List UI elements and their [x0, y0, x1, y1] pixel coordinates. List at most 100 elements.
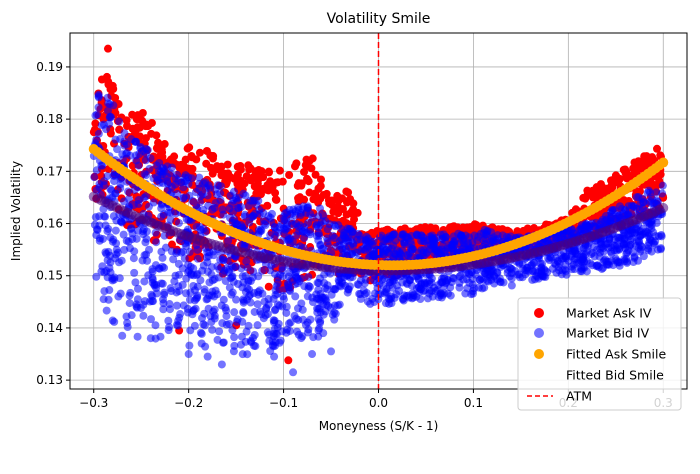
- bid-iv-point: [434, 248, 443, 257]
- bid-iv-point: [204, 201, 213, 210]
- bid-iv-point: [590, 252, 599, 261]
- bid-iv-point: [415, 287, 424, 296]
- bid-iv-point: [173, 189, 182, 198]
- bid-iv-point: [221, 277, 230, 286]
- bid-iv-point: [100, 287, 109, 296]
- bid-iv-point: [561, 252, 570, 261]
- bid-iv-point: [485, 267, 494, 276]
- bid-iv-point: [110, 317, 119, 326]
- bid-iv-point: [370, 297, 379, 306]
- bid-iv-point: [94, 129, 103, 138]
- ask-iv-point: [311, 170, 320, 179]
- bid-iv-point: [111, 226, 120, 235]
- bid-iv-point: [182, 176, 191, 185]
- ask-iv-point: [629, 164, 638, 173]
- bid-iv-point: [263, 328, 272, 337]
- bid-iv-point: [199, 320, 208, 329]
- bid-iv-point: [332, 242, 341, 251]
- bid-iv-point: [611, 215, 620, 224]
- bid-iv-point: [237, 264, 246, 273]
- bid-iv-point: [258, 266, 267, 275]
- bid-iv-point: [238, 350, 247, 359]
- bid-iv-point: [279, 295, 288, 304]
- bid-iv-point: [94, 93, 103, 102]
- bid-iv-point: [446, 291, 455, 300]
- ask-iv-point: [634, 164, 643, 173]
- bid-iv-point: [221, 303, 230, 312]
- ask-iv-point: [334, 209, 343, 218]
- bid-iv-point: [533, 272, 542, 281]
- bid-iv-point: [131, 137, 140, 146]
- bid-iv-point: [493, 234, 502, 243]
- bid-iv-point: [205, 278, 214, 287]
- bid-iv-point: [270, 316, 279, 325]
- bid-iv-point: [101, 248, 110, 257]
- bid-iv-point: [92, 135, 101, 144]
- bid-iv-point: [438, 278, 447, 287]
- bid-iv-point: [230, 308, 239, 317]
- bid-iv-point: [347, 233, 356, 242]
- bid-iv-point: [237, 340, 246, 349]
- bid-iv-point: [99, 295, 108, 304]
- bid-iv-point: [589, 242, 598, 251]
- bid-iv-point: [270, 352, 279, 361]
- bid-iv-point: [362, 289, 371, 298]
- bid-iv-point: [330, 301, 339, 310]
- bid-iv-point: [95, 234, 104, 243]
- bid-iv-point: [402, 233, 411, 242]
- bid-iv-point: [308, 350, 317, 359]
- bid-iv-point: [253, 321, 262, 330]
- ask-iv-point: [170, 152, 179, 161]
- bid-iv-point: [243, 263, 252, 272]
- ask-iv-point: [167, 240, 176, 249]
- bid-iv-point: [179, 194, 188, 203]
- bid-iv-point: [391, 236, 400, 245]
- bid-iv-point: [328, 231, 337, 240]
- bid-iv-point: [207, 263, 216, 272]
- ask-iv-point: [275, 166, 284, 175]
- bid-iv-point: [115, 117, 124, 126]
- bid-iv-point: [242, 295, 251, 304]
- bid-iv-point: [244, 276, 253, 285]
- bid-iv-point: [192, 294, 201, 303]
- bid-iv-point: [99, 120, 108, 129]
- bid-iv-point: [316, 221, 325, 230]
- bid-iv-point: [125, 299, 134, 308]
- bid-iv-point: [248, 196, 257, 205]
- bid-iv-point: [354, 280, 363, 289]
- bid-iv-point: [266, 231, 275, 240]
- bid-iv-point: [219, 210, 228, 219]
- bid-iv-point: [459, 238, 468, 247]
- bid-iv-point: [597, 264, 606, 273]
- bid-iv-point: [90, 173, 99, 182]
- bid-iv-point: [105, 100, 114, 109]
- legend-label-fitted-bid: Fitted Bid Smile: [566, 368, 664, 383]
- ask-iv-point: [192, 155, 201, 164]
- y-tick-label: 0.16: [36, 217, 63, 231]
- bid-iv-point: [210, 185, 219, 194]
- ask-iv-point: [349, 199, 358, 208]
- bid-iv-point: [110, 171, 119, 180]
- bid-iv-point: [608, 241, 617, 250]
- bid-iv-point: [624, 210, 633, 219]
- bid-iv-point: [250, 330, 259, 339]
- bid-iv-point: [106, 258, 115, 267]
- ask-iv-point: [302, 155, 311, 164]
- bid-iv-point: [143, 256, 152, 265]
- ask-iv-point: [249, 172, 258, 181]
- bid-iv-point: [360, 279, 369, 288]
- ask-iv-point: [308, 154, 317, 163]
- bid-iv-point: [234, 193, 243, 202]
- bid-iv-point: [119, 197, 128, 206]
- ask-iv-point: [135, 115, 144, 124]
- bid-iv-point: [304, 284, 313, 293]
- bid-iv-point: [152, 289, 161, 298]
- bid-iv-point: [623, 257, 632, 266]
- bid-iv-point: [264, 295, 273, 304]
- bid-iv-point: [163, 185, 172, 194]
- bid-iv-point: [124, 187, 133, 196]
- bid-iv-point: [551, 253, 560, 262]
- bid-iv-point: [229, 207, 238, 216]
- bid-iv-point: [416, 294, 425, 303]
